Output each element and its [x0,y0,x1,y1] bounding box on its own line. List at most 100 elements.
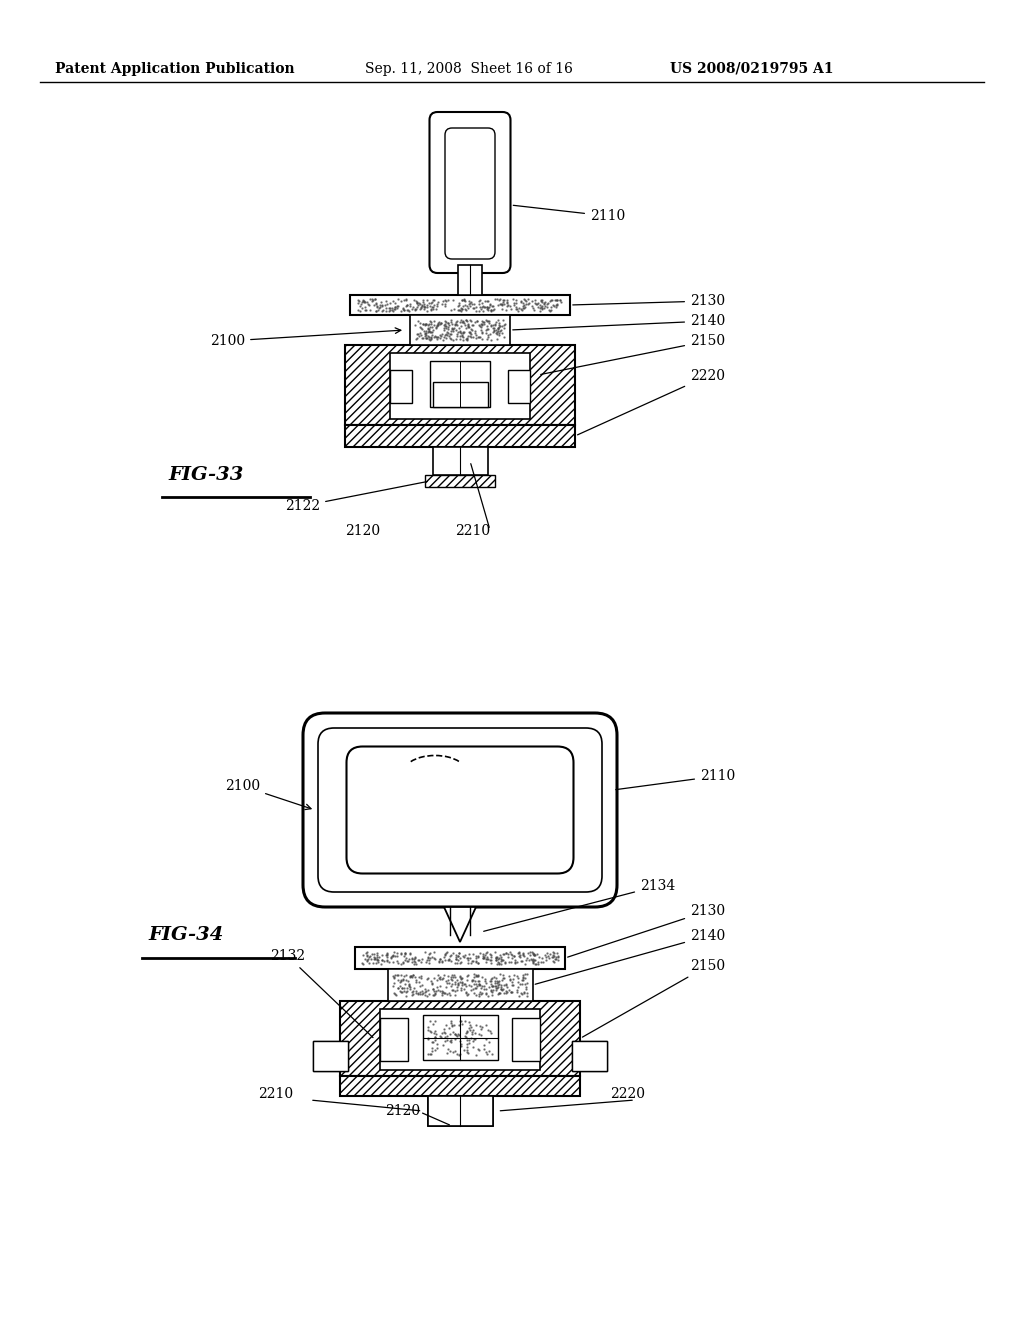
Point [427,1027,443,1048]
Point [392,965,409,986]
Point [370,952,386,973]
Point [374,294,390,315]
Point [536,292,552,313]
Point [508,297,524,318]
Point [473,982,489,1003]
Point [456,289,472,310]
Point [358,950,375,972]
Point [492,289,508,310]
Point [392,972,409,993]
Point [354,953,371,974]
Point [416,297,432,318]
Point [381,297,397,318]
Point [412,981,428,1002]
Point [407,950,423,972]
Point [525,953,542,974]
Point [408,314,424,335]
Point [450,979,466,1001]
Point [409,327,425,348]
Point [419,985,435,1006]
Point [393,290,410,312]
Point [410,983,426,1005]
Point [423,1043,439,1064]
Point [468,974,484,995]
Point [463,292,479,313]
Point [422,1020,438,1041]
Point [545,946,561,968]
Point [455,322,471,343]
Point [358,300,375,321]
Point [434,323,451,345]
Point [512,974,528,995]
Point [465,1031,481,1052]
Point [455,298,471,319]
Point [402,978,419,999]
Point [430,313,446,334]
Point [446,1040,463,1061]
Point [510,300,526,321]
Point [421,319,437,341]
Point [494,953,510,974]
Point [368,953,384,974]
Point [478,1014,495,1035]
Point [467,322,483,343]
Point [490,982,507,1003]
Point [421,314,437,335]
Point [415,314,431,335]
Point [443,945,460,966]
Point [518,975,535,997]
Point [382,300,398,321]
Point [360,952,377,973]
Point [468,1044,484,1065]
Point [429,964,445,985]
Point [514,950,530,972]
Point [479,290,496,312]
Point [459,1039,475,1060]
Point [439,323,456,345]
Point [403,985,420,1006]
Point [461,942,477,964]
Point [510,968,526,989]
Point [514,974,530,995]
Point [434,952,451,973]
Point [414,296,430,317]
Point [428,298,444,319]
Point [429,315,445,337]
Point [436,326,453,347]
Point [529,293,546,314]
Point [459,327,475,348]
Point [369,942,385,964]
Point [401,942,418,964]
Point [453,301,469,322]
Point [467,978,483,999]
Point [519,983,536,1005]
Point [470,290,486,312]
Point [445,321,462,342]
Point [439,313,456,334]
Point [457,315,473,337]
Point [503,942,519,964]
Point [451,294,467,315]
Point [379,945,395,966]
Point [517,297,534,318]
Point [398,300,415,321]
Point [439,1039,456,1060]
Point [410,310,426,331]
Point [505,968,521,989]
Point [458,310,474,331]
Point [454,290,470,312]
Point [485,319,502,341]
Point [371,946,387,968]
Point [484,314,501,335]
Point [511,942,527,964]
Point [496,982,512,1003]
Text: 2220: 2220 [610,1086,645,1101]
Point [482,949,499,970]
Point [449,310,465,331]
Point [464,314,480,335]
Point [469,975,485,997]
Point [492,944,508,965]
Point [418,323,434,345]
Point [461,317,477,338]
Point [397,942,414,964]
